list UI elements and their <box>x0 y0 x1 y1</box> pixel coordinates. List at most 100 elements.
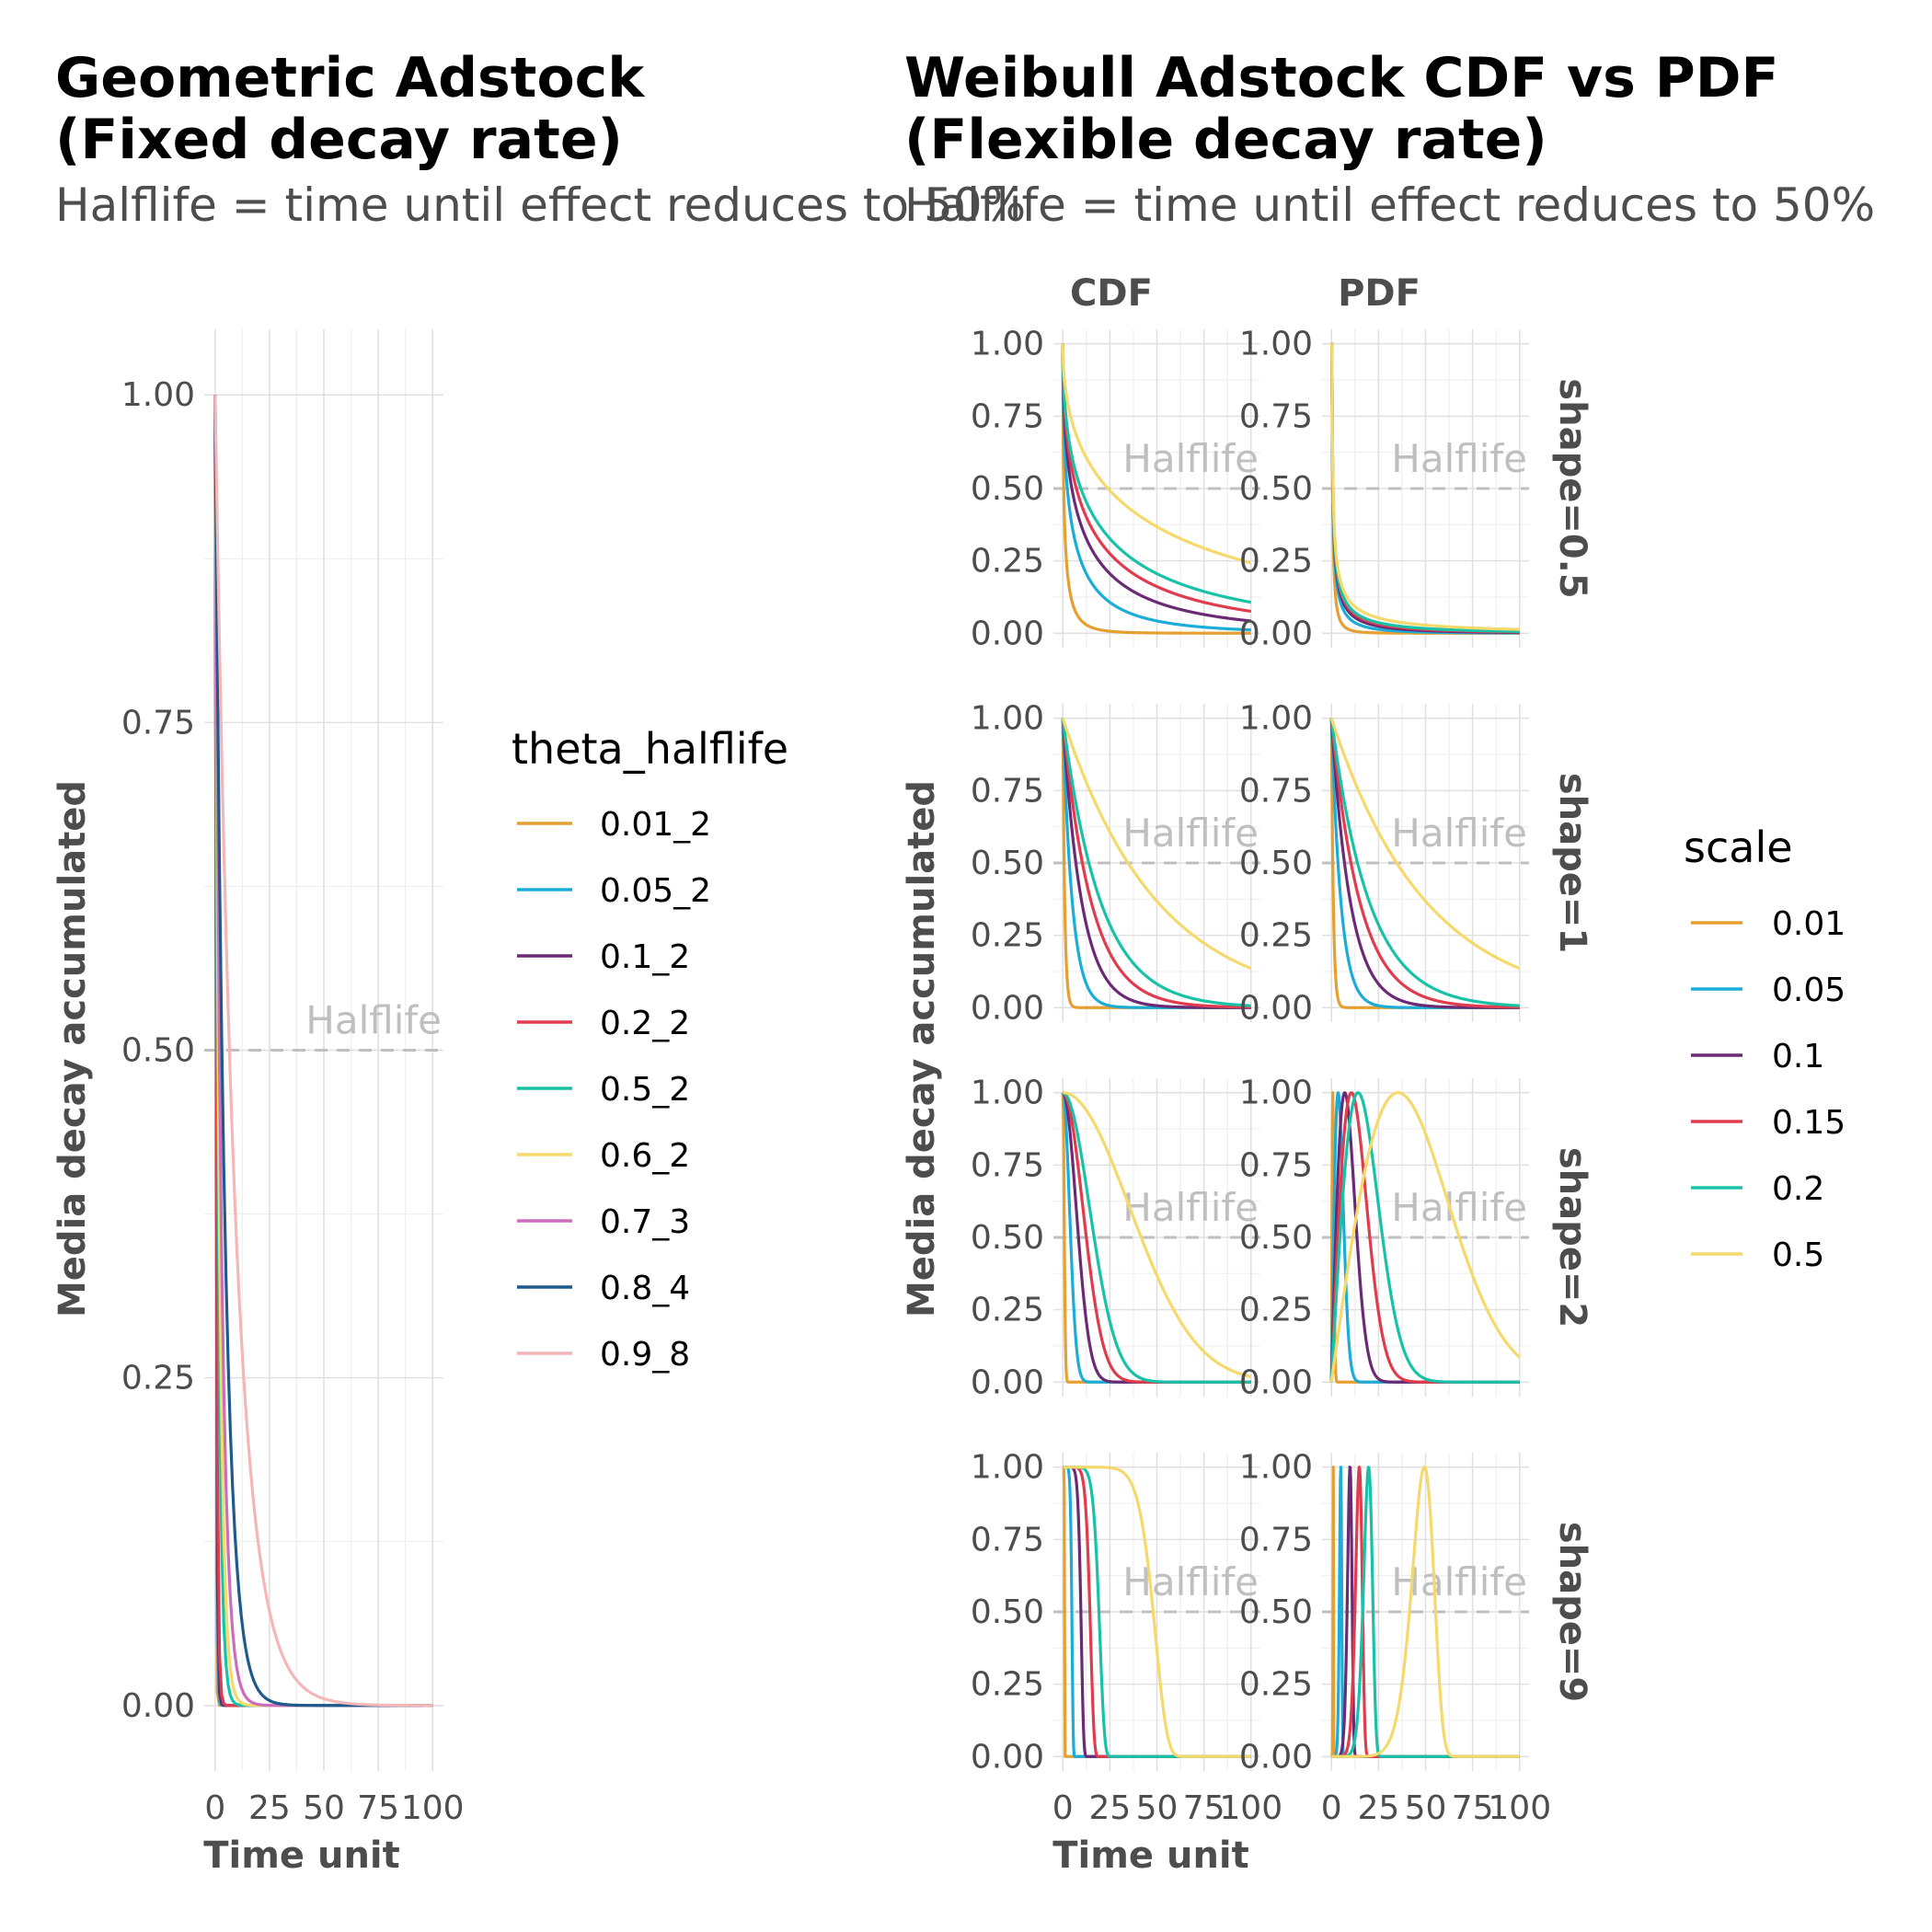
legend-label: 0.9_8 <box>600 1336 690 1374</box>
x-tick-label: 50 <box>1405 1789 1447 1827</box>
left-legend-title: theta_halflife <box>512 724 788 774</box>
y-tick-label: 1.00 <box>971 1449 1044 1487</box>
y-tick-label: 0.00 <box>971 1738 1044 1776</box>
series-line-0.5 <box>1062 1466 1252 1758</box>
weibull-facet-grid: 0.00 0.25 0.50 0.75 1.00 Halflife 0.00 0.25 0.50… <box>971 326 1551 1827</box>
series-line-0.5 <box>1330 1466 1521 1758</box>
right-title-line1: Weibull Adstock CDF vs PDF <box>904 46 1779 110</box>
y-tick-label: 0.25 <box>1239 917 1313 955</box>
left-x-axis-label: Time unit <box>203 1834 400 1877</box>
legend-label: 0.1_2 <box>600 938 690 976</box>
halflife-label: Halflife <box>1122 1185 1259 1230</box>
strip-row-shape=9: shape=9 <box>1551 1522 1593 1702</box>
facet-pdf-shape=1: 0.00 0.25 0.50 0.75 1.00 Halflife <box>1239 700 1529 1027</box>
facet-cdf-shape=1: 0.00 0.25 0.50 0.75 1.00 Halflife <box>971 700 1260 1027</box>
x-tick-label: 50 <box>303 1789 345 1827</box>
y-tick-label: 0.50 <box>1239 470 1313 508</box>
halflife-label: Halflife <box>1391 811 1527 856</box>
y-tick-label: 0.75 <box>971 397 1044 435</box>
facet-cdf-shape=2: 0.00 0.25 0.50 0.75 1.00 Halflife <box>971 1075 1260 1401</box>
y-tick-label: 0.00 <box>1239 989 1313 1027</box>
y-tick-label: 1.00 <box>121 376 195 414</box>
y-tick-label: 1.00 <box>1239 700 1313 738</box>
legend-label: 0.05_2 <box>600 872 711 910</box>
halflife-label: Halflife <box>1391 436 1527 481</box>
y-tick-label: 0.75 <box>1239 1146 1313 1184</box>
legend-item-0.6_2: 0.6_2 <box>517 1137 690 1175</box>
legend-item-0.15: 0.15 <box>1691 1104 1846 1142</box>
legend-label: 0.15 <box>1772 1104 1846 1142</box>
x-tick-label: 75 <box>357 1789 399 1827</box>
y-tick-label: 0.25 <box>971 917 1044 955</box>
series-line-0.15 <box>1329 718 1521 1009</box>
left-subtitle: Halflife = time until effect reduces to … <box>55 178 1026 232</box>
series-line-0.2 <box>1329 1091 1521 1384</box>
series-line-0.5 <box>1062 1091 1252 1379</box>
series-line-0.15 <box>1061 718 1252 1009</box>
halflife-label: Halflife <box>1122 1559 1259 1604</box>
legend-item-0.01: 0.01 <box>1691 905 1846 943</box>
legend-item-0.2_2: 0.2_2 <box>517 1005 690 1042</box>
legend-label: 0.6_2 <box>600 1137 690 1175</box>
halflife-label: Halflife <box>305 998 442 1043</box>
right-legend: 0.01 0.05 0.1 0.15 0.2 0.5 <box>1691 905 1846 1274</box>
y-tick-label: 0.25 <box>971 1292 1044 1329</box>
y-tick-label: 0.00 <box>1239 1363 1313 1401</box>
series-line-0.5 <box>1329 718 1521 971</box>
y-tick-label: 0.00 <box>1239 615 1313 652</box>
series-line-0.9_8 <box>213 395 433 1708</box>
legend-item-0.1_2: 0.1_2 <box>517 938 690 976</box>
y-tick-label: 0.00 <box>971 989 1044 1027</box>
legend-label: 0.7_3 <box>600 1203 690 1241</box>
facet-cdf-shape=0.5: 0.00 0.25 0.50 0.75 1.00 Halflife <box>971 326 1260 652</box>
y-tick-label: 0.50 <box>971 845 1044 882</box>
strip-row-shape=2: shape=2 <box>1551 1147 1593 1328</box>
left-title-line1: Geometric Adstock <box>55 46 646 110</box>
legend-label: 0.01 <box>1772 905 1846 943</box>
legend-label: 0.2_2 <box>600 1005 690 1042</box>
y-tick-label: 1.00 <box>971 700 1044 738</box>
y-tick-label: 0.50 <box>971 470 1044 508</box>
y-tick-label: 0.25 <box>1239 1666 1313 1704</box>
y-tick-label: 1.00 <box>971 326 1044 363</box>
facet-pdf-shape=2: 0.00 0.25 0.50 0.75 1.00 Halflife <box>1239 1075 1529 1401</box>
y-tick-label: 0.50 <box>121 1032 195 1070</box>
y-tick-label: 0.25 <box>121 1360 195 1397</box>
legend-item-0.05: 0.05 <box>1691 972 1846 1009</box>
halflife-label: Halflife <box>1122 811 1259 856</box>
x-tick-label: 100 <box>1488 1789 1551 1827</box>
right-y-axis-label: Media decay accumulated <box>901 780 943 1317</box>
legend-item-0.01_2: 0.01_2 <box>517 806 711 844</box>
series-line-0.5 <box>1061 343 1252 565</box>
x-tick-label: 0 <box>1321 1789 1342 1827</box>
legend-item-0.1: 0.1 <box>1691 1038 1824 1075</box>
legend-item-0.5: 0.5 <box>1691 1236 1824 1274</box>
strip-row-shape=1: shape=1 <box>1551 773 1593 953</box>
y-tick-label: 0.75 <box>1239 1521 1313 1558</box>
right-title-line2: (Flexible decay rate) <box>904 108 1547 172</box>
y-tick-label: 0.50 <box>1239 845 1313 882</box>
series-line-0.2 <box>1330 342 1521 633</box>
legend-label: 0.5_2 <box>600 1071 690 1109</box>
x-tick-label: 75 <box>1183 1789 1225 1827</box>
weibull-plot-area: 0.00 0.25 0.50 0.75 1.00 Halflife <box>971 326 1260 652</box>
halflife-label: Halflife <box>1391 1185 1527 1230</box>
y-tick-label: 1.00 <box>1239 1449 1313 1487</box>
left-title-line2: (Fixed decay rate) <box>55 108 623 172</box>
legend-item-0.9_8: 0.9_8 <box>517 1336 690 1374</box>
legend-item-0.8_4: 0.8_4 <box>517 1270 690 1307</box>
y-tick-label: 0.00 <box>971 615 1044 652</box>
halflife-label: Halflife <box>1122 436 1259 481</box>
x-tick-label: 25 <box>248 1789 291 1827</box>
x-tick-label: 0 <box>1052 1789 1074 1827</box>
x-tick-label: 100 <box>401 1789 465 1827</box>
y-tick-label: 0.00 <box>1239 1738 1313 1776</box>
strip-col-pdf: PDF <box>1338 272 1420 315</box>
y-tick-label: 1.00 <box>1239 1075 1313 1112</box>
y-tick-label: 0.00 <box>971 1363 1044 1401</box>
y-tick-label: 0.75 <box>1239 397 1313 435</box>
y-tick-label: 0.25 <box>971 543 1044 581</box>
series-line-0.5 <box>1329 1091 1521 1383</box>
